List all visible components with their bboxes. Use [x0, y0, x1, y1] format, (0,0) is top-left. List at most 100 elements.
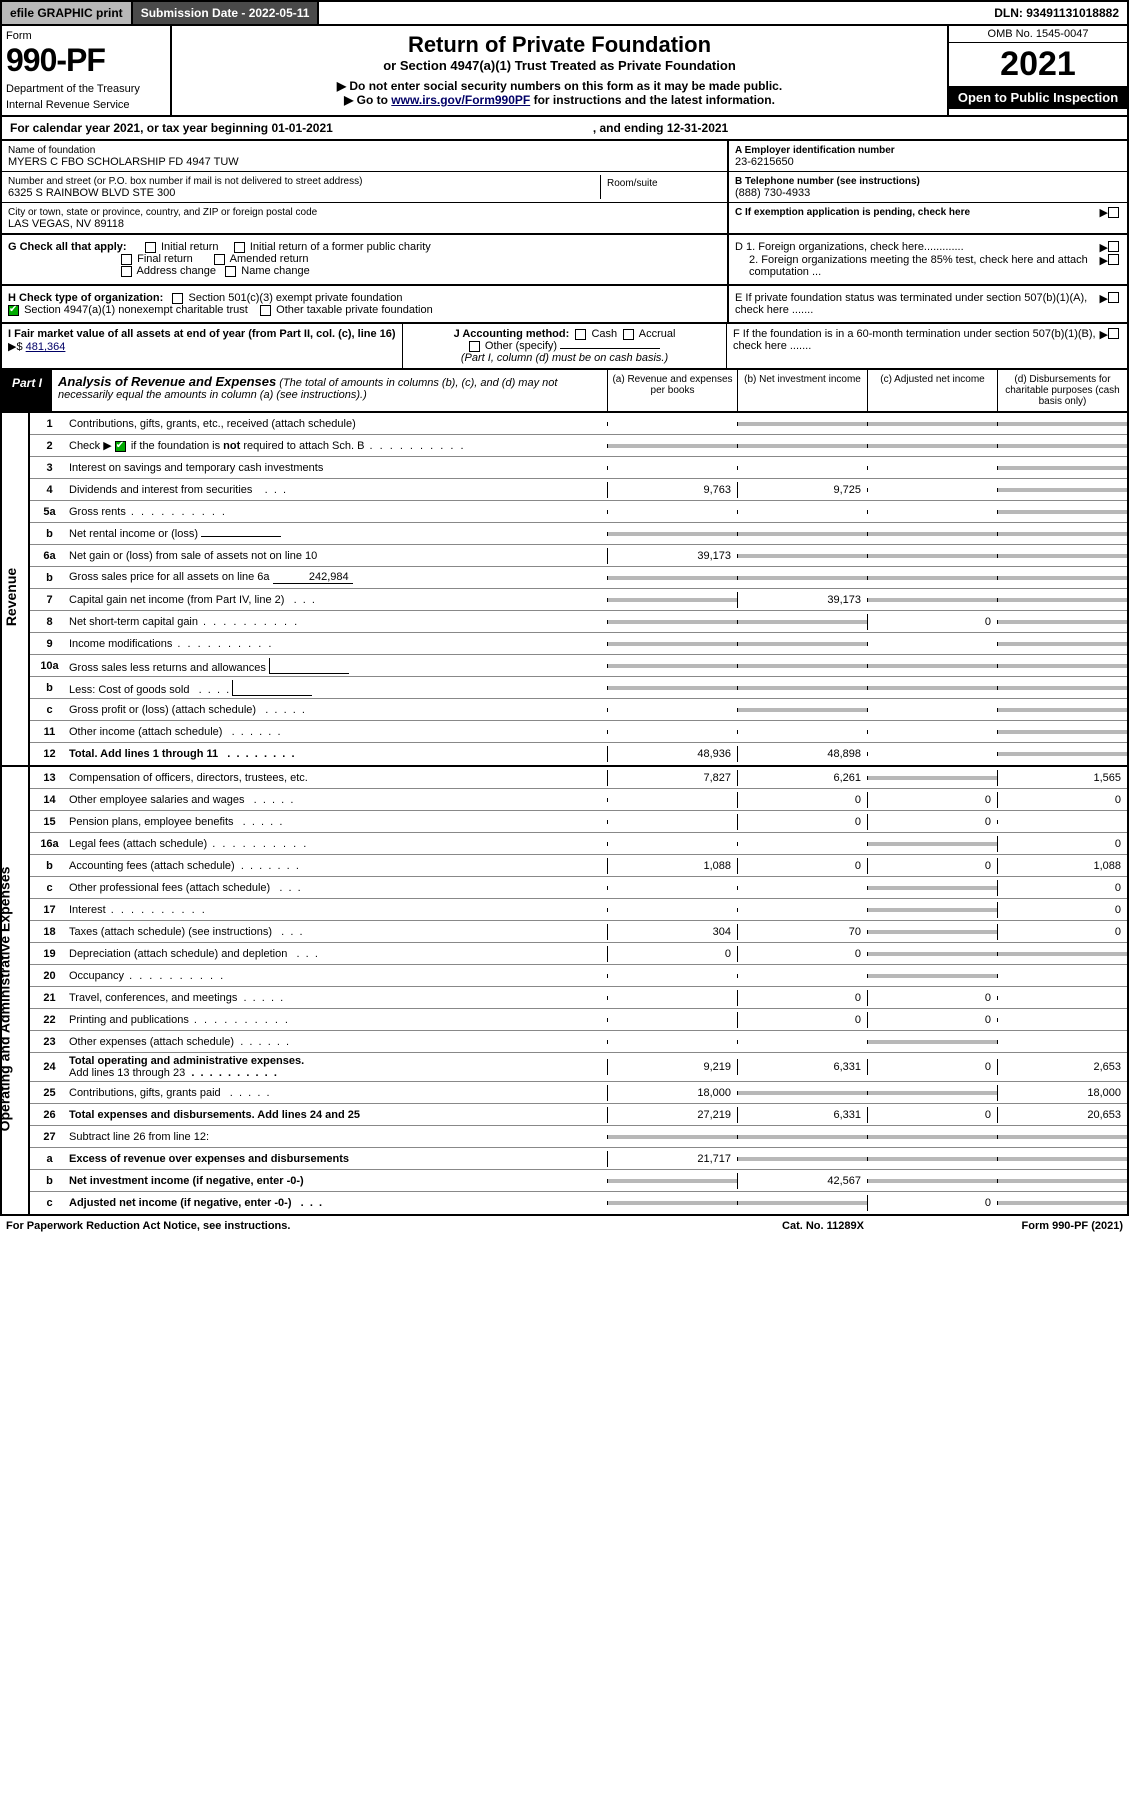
line20: Occupancy [65, 968, 607, 984]
part1-title: Analysis of Revenue and Expenses [58, 374, 276, 389]
line18-a: 304 [607, 924, 737, 940]
part1-label: Part I [2, 370, 52, 411]
other-method-cb[interactable] [469, 341, 480, 352]
line14: Other employee salaries and wages . . . … [65, 792, 607, 808]
name-change-cb[interactable] [225, 266, 236, 277]
line27b: Net investment income (if negative, ente… [65, 1173, 607, 1189]
sec501-cb[interactable] [172, 293, 183, 304]
line16a: Legal fees (attach schedule) [65, 836, 607, 852]
line22-c: 0 [867, 1012, 997, 1028]
line10c: Gross profit or (loss) (attach schedule)… [65, 702, 607, 718]
info-grid: Name of foundation MYERS C FBO SCHOLARSH… [0, 141, 1129, 235]
goto-instructions: ▶ Go to www.irs.gov/Form990PF for instru… [178, 93, 941, 107]
line5b: Net rental income or (loss) [65, 526, 607, 542]
e-cb[interactable] [1108, 292, 1119, 303]
line18: Taxes (attach schedule) (see instruction… [65, 924, 607, 940]
ein-label: A Employer identification number [735, 145, 895, 156]
line13-d: 1,565 [997, 770, 1127, 786]
col-d-hdr: (d) Disbursements for charitable purpose… [997, 370, 1127, 411]
omb-number: OMB No. 1545-0047 [949, 26, 1127, 43]
part1-header: Part I Analysis of Revenue and Expenses … [0, 370, 1129, 413]
city-label: City or town, state or province, country… [8, 207, 317, 218]
arrow-icon: ▶ [1100, 328, 1108, 352]
line12-a: 48,936 [607, 746, 737, 762]
initial-former-cb[interactable] [234, 242, 245, 253]
j-note: (Part I, column (d) must be on cash basi… [461, 352, 668, 364]
line16b-d: 1,088 [997, 858, 1127, 874]
top-bar: efile GRAPHIC print Submission Date - 20… [0, 0, 1129, 26]
line10b: Less: Cost of goods sold . . . . [65, 678, 607, 698]
line26-c: 0 [867, 1107, 997, 1123]
line4-a: 9,763 [607, 482, 737, 498]
line24: Total operating and administrative expen… [65, 1053, 607, 1081]
form-header: Form 990-PF Department of the Treasury I… [0, 26, 1129, 117]
form-number: 990-PF [6, 42, 166, 79]
initial-return-cb[interactable] [145, 242, 156, 253]
sec4947-cb[interactable] [8, 305, 19, 316]
amended-return-cb[interactable] [214, 254, 225, 265]
final-return-lbl: Final return [137, 253, 193, 265]
line7: Capital gain net income (from Part IV, l… [65, 592, 607, 608]
form-subtitle: or Section 4947(a)(1) Trust Treated as P… [178, 58, 941, 73]
line14-c: 0 [867, 792, 997, 808]
city-value: LAS VEGAS, NV 89118 [8, 218, 721, 230]
line1: Contributions, gifts, grants, etc., rece… [65, 416, 607, 432]
exemption-checkbox[interactable] [1108, 207, 1119, 218]
col-b-hdr: (b) Net investment income [737, 370, 867, 411]
d2-label: 2. Foreign organizations meeting the 85%… [735, 254, 1100, 278]
line7-b: 39,173 [737, 592, 867, 608]
instr-post: for instructions and the latest informat… [530, 93, 775, 107]
initial-former-lbl: Initial return of a former public charit… [250, 241, 431, 253]
fmv-value[interactable]: 481,364 [26, 341, 66, 353]
cat-number: Cat. No. 11289X [723, 1220, 923, 1232]
line19: Depreciation (attach schedule) and deple… [65, 946, 607, 962]
open-to-public: Open to Public Inspection [949, 86, 1127, 109]
line24-d: 2,653 [997, 1059, 1127, 1075]
dln-label: DLN: 93491131018882 [986, 2, 1127, 24]
line6a-a: 39,173 [607, 548, 737, 564]
line8: Net short-term capital gain [65, 614, 607, 630]
other-taxable-cb[interactable] [260, 305, 271, 316]
line14-b: 0 [737, 792, 867, 808]
efile-label[interactable]: efile GRAPHIC print [2, 2, 133, 24]
d1-cb[interactable] [1108, 241, 1119, 252]
gross-sales-val: 242,984 [273, 571, 353, 584]
room-label: Room/suite [607, 178, 658, 189]
line17-d: 0 [997, 902, 1127, 918]
line26-b: 6,331 [737, 1107, 867, 1123]
foundation-name: MYERS C FBO SCHOLARSHIP FD 4947 TUW [8, 156, 721, 168]
arrow-icon: ▶ [1100, 241, 1108, 254]
cash-cb[interactable] [575, 329, 586, 340]
line24-a: 9,219 [607, 1059, 737, 1075]
line16c-d: 0 [997, 880, 1127, 896]
line9: Income modifications [65, 636, 607, 652]
revenue-side-label: Revenue [3, 568, 19, 626]
final-return-cb[interactable] [121, 254, 132, 265]
line27: Subtract line 26 from line 12: [65, 1129, 607, 1145]
line6b: Gross sales price for all assets on line… [65, 569, 607, 586]
irs-link[interactable]: www.irs.gov/Form990PF [391, 93, 530, 107]
line27c-c: 0 [867, 1195, 997, 1211]
line22-b: 0 [737, 1012, 867, 1028]
form-ref: Form 990-PF (2021) [923, 1220, 1123, 1232]
expenses-side-label: Operating and Administrative Expenses [0, 866, 12, 1131]
sec4947-lbl: Section 4947(a)(1) nonexempt charitable … [24, 304, 248, 316]
schb-cb[interactable] [115, 441, 126, 452]
irs-label: Internal Revenue Service [6, 99, 166, 111]
d2-cb[interactable] [1108, 254, 1119, 265]
line21-b: 0 [737, 990, 867, 1006]
d1-label: D 1. Foreign organizations, check here..… [735, 241, 1100, 254]
accrual-lbl: Accrual [639, 328, 676, 340]
accrual-cb[interactable] [623, 329, 634, 340]
submission-date: Submission Date - 2022-05-11 [133, 2, 320, 24]
line2: Check ▶ if the foundation is not require… [65, 437, 607, 454]
line4-b: 9,725 [737, 482, 867, 498]
line15-c: 0 [867, 814, 997, 830]
addr-change-cb[interactable] [121, 266, 132, 277]
arrow-icon: ▶ [1100, 254, 1108, 278]
initial-return-lbl: Initial return [161, 241, 218, 253]
g-label: G Check all that apply: [8, 241, 127, 253]
line19-b: 0 [737, 946, 867, 962]
f-cb[interactable] [1108, 328, 1119, 339]
calendar-year-row: For calendar year 2021, or tax year begi… [0, 117, 1129, 141]
